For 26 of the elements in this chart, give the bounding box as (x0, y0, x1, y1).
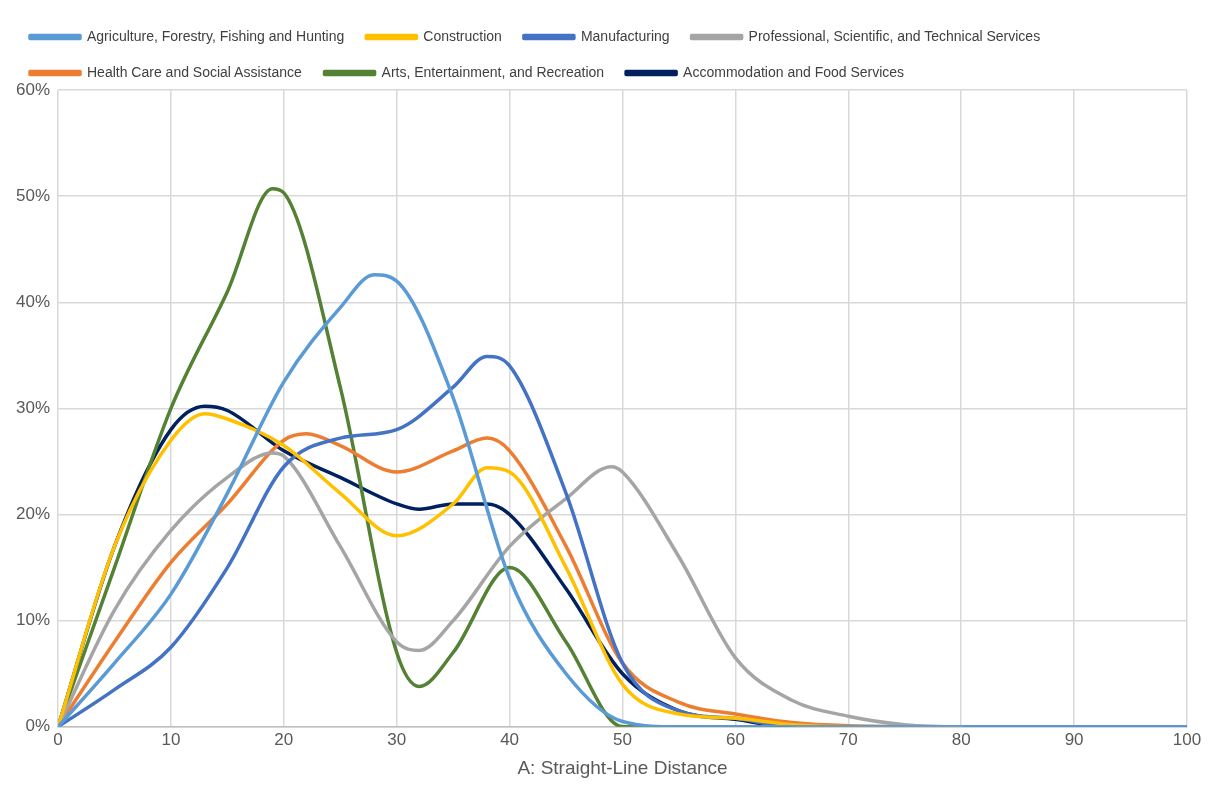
y-tick-label: 60% (15, 79, 51, 99)
x-tick-label: 90 (1064, 729, 1084, 749)
y-tick-label: 50% (15, 185, 51, 205)
x-tick-label: 100 (1172, 729, 1202, 749)
y-tick-label: 40% (15, 291, 51, 311)
y-tick-label: 30% (15, 398, 51, 418)
legend-label: Manufacturing (580, 27, 670, 44)
x-tick-label: 10 (161, 729, 181, 749)
x-axis-title: A: Straight-Line Distance (517, 756, 728, 778)
legend-label: Professional, Scientific, and Technical Services (748, 27, 1041, 44)
x-tick-label: 50 (613, 729, 632, 749)
y-tick-label: 0% (25, 716, 51, 736)
x-tick-label: 80 (951, 729, 971, 749)
x-tick-label: 30 (387, 729, 407, 749)
x-tick-label: 20 (274, 729, 294, 749)
legend-label: Accommodation and Food Services (683, 63, 905, 80)
y-tick-label: 10% (15, 610, 51, 630)
x-tick-label: 60 (725, 729, 745, 749)
x-tick-label: 0 (53, 729, 63, 749)
legend-label: Agriculture, Forestry, Fishing and Hunting (87, 27, 345, 44)
x-tick-label: 70 (838, 729, 858, 749)
legend-label: Arts, Entertainment, and Recreation (381, 63, 605, 80)
x-tick-label: 40 (500, 729, 520, 749)
y-tick-label: 20% (15, 504, 51, 524)
legend-label: Health Care and Social Assistance (87, 63, 302, 80)
legend-label: Construction (423, 27, 502, 44)
